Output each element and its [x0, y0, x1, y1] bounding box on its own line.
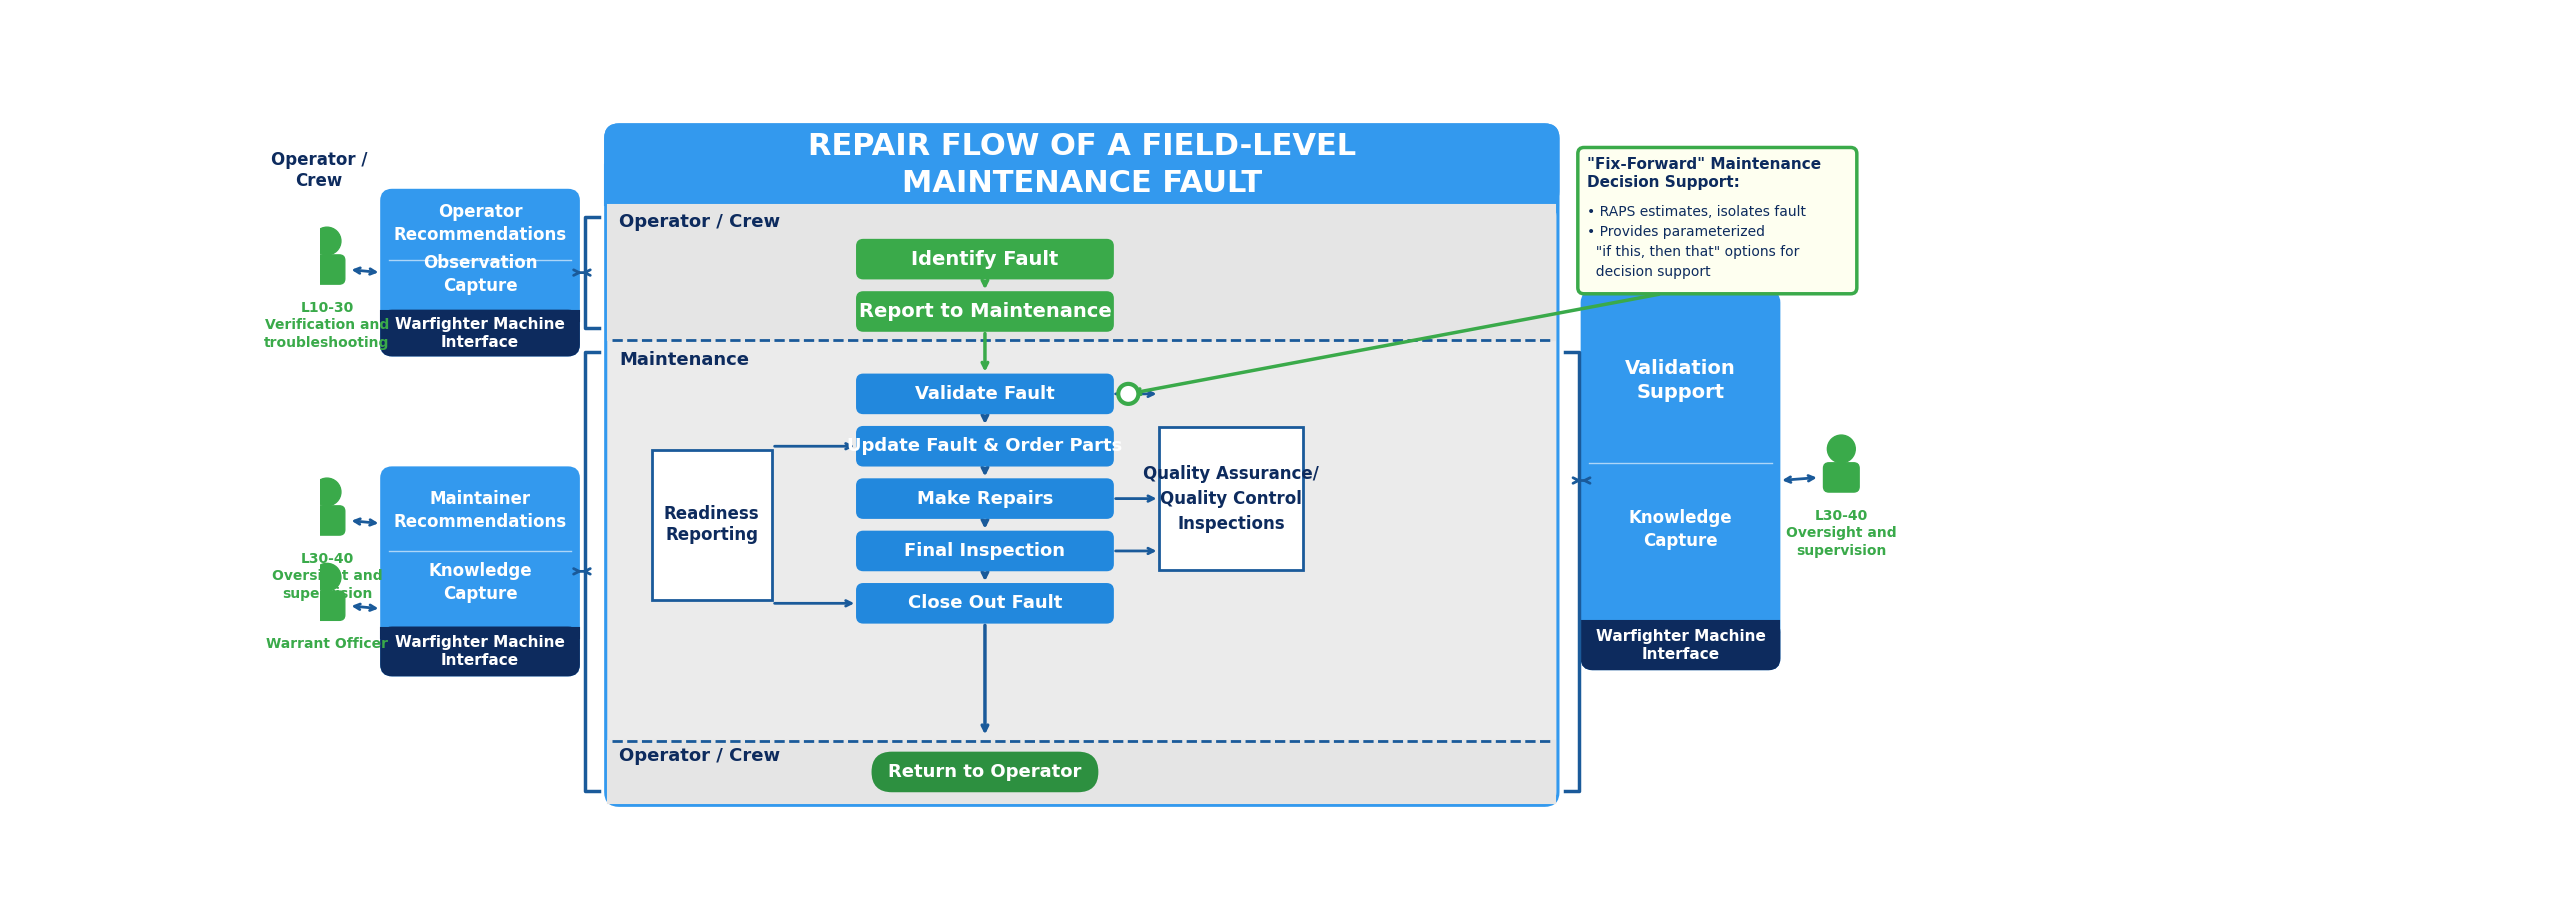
Text: Validate Fault: Validate Fault	[914, 385, 1055, 402]
FancyBboxPatch shape	[381, 627, 579, 675]
Text: Final Inspection: Final Inspection	[904, 542, 1065, 560]
Text: L30-40
Oversight and
supervision: L30-40 Oversight and supervision	[1787, 509, 1897, 557]
Text: Maintainer
Recommendations: Maintainer Recommendations	[394, 490, 566, 531]
Text: Make Repairs: Make Repairs	[916, 490, 1052, 507]
FancyBboxPatch shape	[858, 584, 1114, 623]
Circle shape	[1119, 384, 1139, 404]
Text: Update Fault & Order Parts: Update Fault & Order Parts	[847, 437, 1124, 455]
Circle shape	[312, 227, 340, 255]
FancyBboxPatch shape	[310, 591, 346, 621]
Circle shape	[312, 564, 340, 591]
Bar	[604, 165, 1559, 205]
Bar	[381, 310, 579, 321]
Text: Operator /
Crew: Operator / Crew	[271, 151, 369, 190]
Text: Quality Assurance/
Quality Control
Inspections: Quality Assurance/ Quality Control Inspe…	[1144, 464, 1318, 532]
Text: Operator / Crew: Operator / Crew	[620, 213, 781, 231]
FancyBboxPatch shape	[858, 479, 1114, 518]
Bar	[381, 627, 579, 638]
FancyBboxPatch shape	[858, 427, 1114, 465]
Text: Warfighter Machine
Interface: Warfighter Machine Interface	[394, 317, 566, 350]
Bar	[1160, 427, 1303, 570]
Text: Warfighter Machine
Interface: Warfighter Machine Interface	[1595, 629, 1766, 662]
Text: Knowledge
Capture: Knowledge Capture	[1628, 508, 1733, 550]
Text: L30-40
Oversight and
supervision: L30-40 Oversight and supervision	[271, 552, 381, 600]
FancyBboxPatch shape	[381, 190, 579, 356]
FancyBboxPatch shape	[1577, 147, 1856, 294]
FancyBboxPatch shape	[1823, 462, 1859, 492]
Text: Return to Operator: Return to Operator	[888, 763, 1083, 781]
Bar	[1582, 622, 1779, 632]
Text: Close Out Fault: Close Out Fault	[909, 594, 1062, 612]
Text: L10-30
Verification and
troubleshooting: L10-30 Verification and troubleshooting	[264, 301, 389, 350]
Text: Observation
Capture: Observation Capture	[422, 254, 538, 295]
Text: "Fix-Forward" Maintenance
Decision Support:: "Fix-Forward" Maintenance Decision Suppo…	[1587, 157, 1820, 191]
Text: Identify Fault: Identify Fault	[911, 250, 1060, 269]
FancyBboxPatch shape	[381, 468, 579, 675]
Text: Readiness
Reporting: Readiness Reporting	[663, 506, 760, 544]
Text: • RAPS estimates, isolates fault
• Provides parameterized
  "if this, then that": • RAPS estimates, isolates fault • Provi…	[1587, 205, 1807, 279]
FancyBboxPatch shape	[858, 292, 1114, 331]
Text: REPAIR FLOW OF A FIELD-LEVEL
MAINTENANCE FAULT: REPAIR FLOW OF A FIELD-LEVEL MAINTENANCE…	[809, 132, 1357, 198]
Text: Warrant Officer: Warrant Officer	[266, 637, 389, 651]
Text: Maintenance: Maintenance	[620, 351, 750, 368]
FancyBboxPatch shape	[858, 239, 1114, 278]
FancyBboxPatch shape	[1582, 622, 1779, 670]
Text: Knowledge
Capture: Knowledge Capture	[428, 563, 532, 603]
Text: Operator
Recommendations: Operator Recommendations	[394, 204, 566, 244]
Text: Operator / Crew: Operator / Crew	[620, 747, 781, 765]
Bar	[653, 449, 771, 600]
Text: Validation
Support: Validation Support	[1626, 359, 1736, 402]
FancyBboxPatch shape	[873, 752, 1098, 791]
Bar	[609, 741, 1556, 803]
Circle shape	[1828, 435, 1856, 462]
FancyBboxPatch shape	[604, 124, 1559, 806]
FancyBboxPatch shape	[310, 506, 346, 535]
Text: Warfighter Machine
Interface: Warfighter Machine Interface	[394, 635, 566, 668]
FancyBboxPatch shape	[858, 375, 1114, 414]
FancyBboxPatch shape	[604, 124, 1559, 205]
FancyBboxPatch shape	[1582, 292, 1779, 670]
Text: Report to Maintenance: Report to Maintenance	[858, 302, 1111, 321]
Circle shape	[312, 478, 340, 506]
FancyBboxPatch shape	[609, 205, 1556, 803]
FancyBboxPatch shape	[858, 531, 1114, 570]
Bar	[609, 205, 1556, 340]
FancyBboxPatch shape	[310, 255, 346, 285]
FancyBboxPatch shape	[381, 310, 579, 356]
